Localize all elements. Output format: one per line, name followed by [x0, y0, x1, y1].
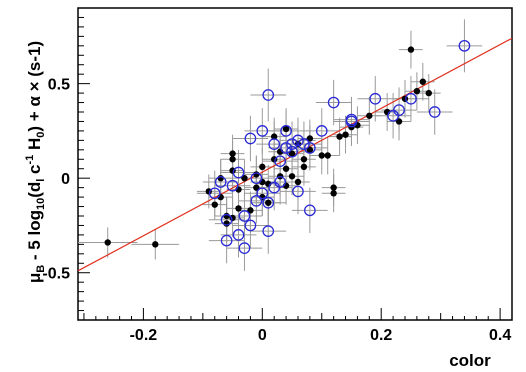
- data-point-open: [244, 132, 257, 145]
- data-point-filled: [253, 171, 260, 178]
- data-point-open: [280, 125, 292, 137]
- data-point-filled: [288, 173, 296, 180]
- data-point-filled: [241, 174, 248, 182]
- data-point-open: [244, 219, 257, 232]
- data-point-filled: [425, 89, 432, 97]
- data-point-open: [214, 176, 227, 188]
- data-point-open: [345, 113, 358, 126]
- data-point-open: [298, 138, 310, 150]
- y-tick-label: 0: [61, 171, 70, 188]
- data-point-open: [232, 229, 245, 241]
- data-point-filled: [318, 152, 325, 159]
- data-point-filled: [401, 95, 409, 102]
- data-point-open: [238, 210, 251, 222]
- data-point-layer: [104, 39, 471, 254]
- data-point-open: [458, 39, 471, 52]
- data-point-open: [250, 172, 263, 185]
- data-point-filled: [282, 165, 290, 172]
- y-tick-label: 0.5: [48, 77, 70, 94]
- data-point-filled: [366, 112, 373, 119]
- data-point-filled: [306, 135, 314, 142]
- data-point-filled: [270, 133, 278, 140]
- y-axis-ticks: -0.5 0 0.5: [42, 7, 90, 321]
- data-point-filled: [294, 140, 302, 148]
- data-point-filled: [336, 133, 343, 140]
- data-point-filled: [324, 152, 331, 159]
- data-point-filled: [259, 163, 266, 171]
- data-point-open: [315, 125, 328, 137]
- data-point-open: [262, 89, 275, 101]
- x-tick-label: 0.4: [489, 327, 511, 344]
- data-point-filled: [152, 241, 159, 248]
- data-point-filled: [407, 46, 415, 53]
- data-point-filled: [223, 212, 230, 220]
- x-tick-label: -0.2: [130, 327, 158, 344]
- data-point-open: [220, 213, 233, 226]
- data-point-open: [262, 225, 275, 237]
- data-point-open: [226, 179, 239, 192]
- data-point-open: [280, 142, 292, 154]
- data-point-filled: [265, 199, 272, 206]
- data-point-filled: [413, 88, 421, 95]
- data-point-filled: [330, 184, 337, 191]
- data-point-open: [250, 195, 263, 207]
- data-point-open: [292, 134, 304, 147]
- data-point-filled: [342, 131, 349, 138]
- data-point-filled: [300, 163, 308, 171]
- data-point-filled: [247, 207, 254, 214]
- data-point-filled: [330, 190, 337, 197]
- data-point-open: [405, 92, 417, 105]
- data-point-filled: [306, 146, 314, 154]
- data-point-filled: [419, 78, 427, 85]
- y-tick-label: -0.5: [42, 266, 70, 283]
- data-point-open: [304, 142, 316, 154]
- data-point-open: [292, 185, 304, 198]
- data-point-open: [232, 166, 245, 179]
- y-axis-label: μB - 5 log10(dl c-1 H0) + α × (s-1): [24, 41, 47, 283]
- data-point-filled: [229, 150, 236, 157]
- data-point-open: [286, 138, 298, 150]
- plot-frame: [77, 7, 513, 321]
- data-point-open: [428, 106, 441, 118]
- error-bar-layer: [78, 19, 483, 271]
- data-point-filled: [235, 205, 242, 212]
- data-point-filled: [300, 156, 308, 163]
- x-axis-label: color: [449, 351, 491, 370]
- data-point-filled: [217, 174, 224, 182]
- data-point-open: [286, 145, 298, 158]
- data-point-open: [262, 196, 275, 209]
- data-point-filled: [288, 150, 296, 157]
- data-point-open: [369, 92, 382, 105]
- data-point-filled: [294, 178, 302, 186]
- data-point-filled: [223, 220, 230, 227]
- data-point-open: [208, 187, 221, 200]
- data-point-open: [274, 176, 286, 188]
- data-point-filled: [395, 118, 403, 125]
- data-point-filled: [282, 125, 290, 133]
- data-point-filled: [104, 239, 111, 246]
- data-point-open: [304, 204, 316, 217]
- data-point-open: [393, 104, 405, 116]
- x-tick-label: 0: [258, 327, 267, 344]
- data-point-open: [274, 155, 286, 168]
- x-tick-label: 0.2: [370, 327, 392, 344]
- data-point-open: [238, 242, 251, 254]
- data-point-open: [268, 138, 281, 150]
- data-point-open: [256, 187, 269, 200]
- data-point-open: [256, 125, 269, 137]
- data-point-open: [220, 234, 233, 247]
- x-axis-ticks: -0.2 0 0.2 0.4: [83, 308, 513, 344]
- data-point-filled: [253, 184, 260, 191]
- data-point-filled: [211, 201, 218, 208]
- data-point-open: [327, 96, 340, 109]
- data-point-filled: [229, 156, 236, 163]
